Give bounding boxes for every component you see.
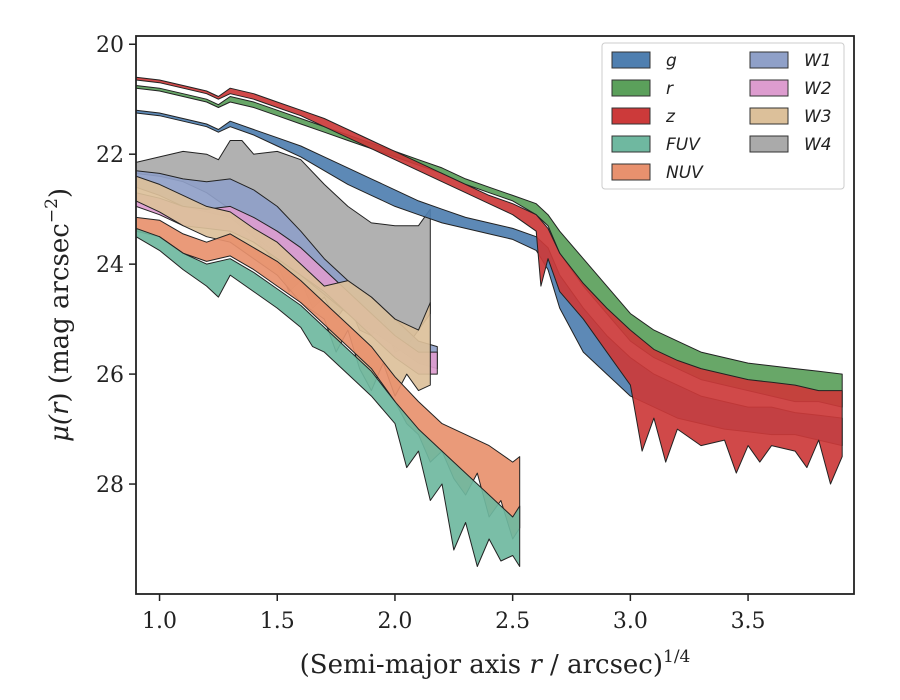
legend-label-fuv: FUV xyxy=(666,135,701,155)
band-z xyxy=(136,76,843,485)
band-fuv xyxy=(136,227,521,567)
x-tick-label: 3.5 xyxy=(731,609,766,634)
legend-swatch-w1 xyxy=(749,51,789,69)
x-axis: 1.0 1.5 2.0 2.5 3.0 3.5 xyxy=(142,594,766,634)
profile-bands xyxy=(136,76,843,567)
legend-label-w3: W3 xyxy=(804,107,832,127)
legend-swatch-g xyxy=(611,51,651,69)
legend-swatch-w4 xyxy=(749,135,789,153)
legend-swatch-nuv xyxy=(611,163,651,181)
y-tick-label: 20 xyxy=(96,33,124,58)
y-axis: 20 22 24 26 28 xyxy=(96,33,136,498)
x-tick-label: 2.0 xyxy=(377,609,412,634)
legend-label-nuv: NUV xyxy=(666,163,704,183)
plot-frame xyxy=(135,35,855,595)
legend-swatch-fuv xyxy=(611,135,651,153)
y-tick-label: 24 xyxy=(96,253,124,278)
legend-label-r: r xyxy=(666,79,674,99)
x-axis-title: (Semi-major axis r / arcsec)1/4 xyxy=(300,647,691,680)
legend-swatch-z xyxy=(611,107,651,125)
y-tick-label: 26 xyxy=(96,363,124,388)
x-tick-label: 2.5 xyxy=(495,609,530,634)
legend-swatch-r xyxy=(611,79,651,97)
legend-label-z: z xyxy=(665,107,676,127)
legend-label-w2: W2 xyxy=(804,79,832,99)
legend-label-w1: W1 xyxy=(804,51,832,71)
x-tick-label: 1.0 xyxy=(142,609,177,634)
legend: grz FUV NUV W1 W2 W3 W4 xyxy=(601,42,845,190)
legend-swatch-w2 xyxy=(749,79,789,97)
legend-label-g: g xyxy=(666,51,677,71)
y-tick-label: 28 xyxy=(96,473,124,498)
legend-swatch-w3 xyxy=(749,107,789,125)
x-tick-label: 3.0 xyxy=(613,609,648,634)
y-tick-label: 22 xyxy=(96,143,124,168)
legend-label-w4: W4 xyxy=(804,135,832,155)
y-axis-title: μ(r) (mag arcsec−2) xyxy=(42,188,75,442)
x-tick-label: 1.5 xyxy=(260,609,295,634)
